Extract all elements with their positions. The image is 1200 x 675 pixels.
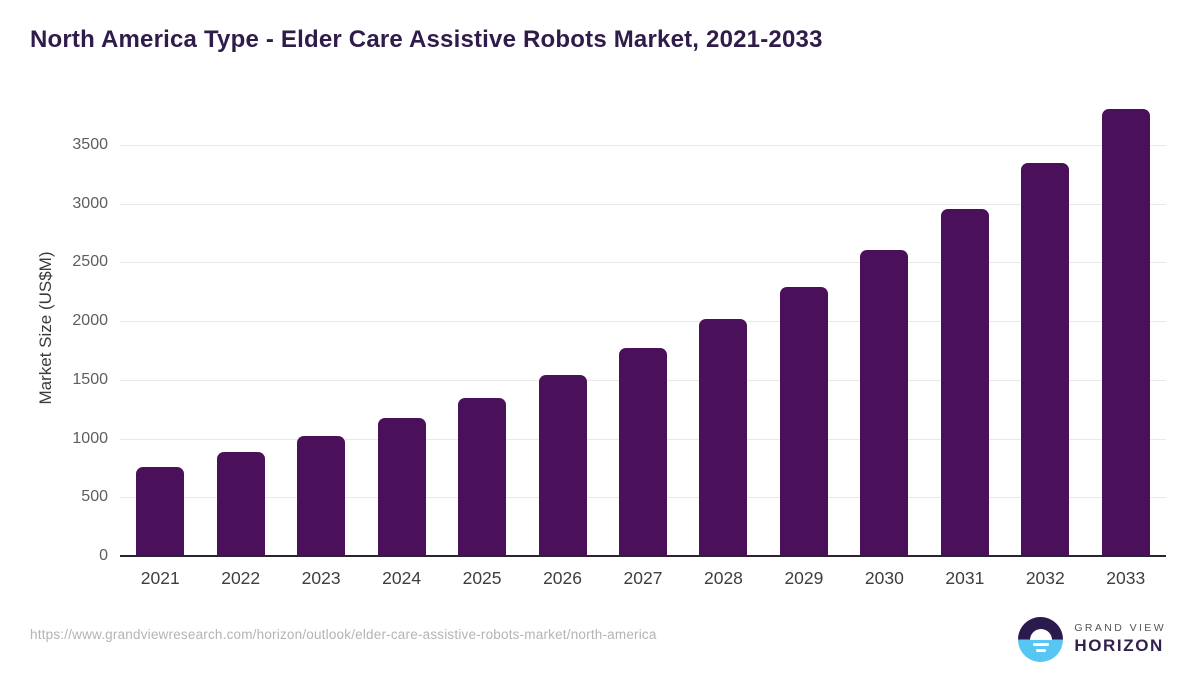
grand-view-horizon-logo: GRAND VIEW HORIZON [1018, 617, 1166, 662]
bar-2028 [699, 318, 748, 555]
x-tick-label-2029: 2029 [784, 568, 824, 588]
sun-dome-shape [1029, 628, 1052, 640]
bar-2032 [1021, 162, 1070, 555]
bar-2021 [136, 466, 185, 555]
bar-2026 [538, 374, 587, 555]
bar-2025 [458, 398, 507, 555]
y-tick-label-2500: 2500 [72, 253, 108, 271]
bar-2024 [377, 418, 426, 555]
bar-2027 [619, 348, 667, 555]
bar-2023 [297, 436, 346, 555]
y-tick-label-0: 0 [99, 547, 108, 564]
logo-product-name: HORIZON [1074, 636, 1164, 656]
horizon-sunrise-icon [1018, 617, 1064, 662]
gridline-2000 [120, 321, 1166, 323]
x-tick-label-2022: 2022 [221, 568, 261, 588]
x-tick-label-2030: 2030 [864, 568, 904, 588]
logo-text: GRAND VIEW HORIZON [1074, 622, 1166, 656]
page-title: North America Type - Elder Care Assistiv… [30, 26, 823, 53]
y-tick-label-500: 500 [81, 488, 108, 506]
sun-reflection-line [1035, 649, 1046, 652]
y-tick-label-3500: 3500 [72, 136, 108, 153]
sun-reflection-line [1032, 643, 1049, 646]
source-url: https://www.grandviewresearch.com/horizo… [30, 627, 657, 642]
plot-area [120, 100, 1166, 557]
gridline-3500 [120, 145, 1166, 146]
x-tick-label-2021: 2021 [140, 568, 180, 588]
gridline-2500 [120, 262, 1166, 264]
y-tick-label-1000: 1000 [72, 429, 108, 447]
bar-2029 [779, 287, 828, 555]
x-tick-label-2031: 2031 [945, 568, 985, 588]
y-tick-label-1500: 1500 [72, 370, 108, 388]
x-axis-line [120, 555, 1166, 557]
x-tick-label-2025: 2025 [462, 568, 502, 588]
bar-2022 [216, 452, 265, 555]
x-tick-label-2032: 2032 [1025, 568, 1065, 588]
x-tick-label-2027: 2027 [623, 568, 663, 588]
x-tick-label-2033: 2033 [1106, 568, 1146, 588]
x-tick-label-2026: 2026 [543, 568, 582, 588]
gridline-3000 [120, 203, 1166, 205]
bar-2031 [940, 208, 989, 555]
logo-brand-name: GRAND VIEW [1074, 622, 1166, 635]
bar-2033 [1101, 108, 1150, 555]
x-tick-label-2023: 2023 [301, 568, 341, 588]
y-tick-label-2000: 2000 [72, 312, 108, 330]
bar-2030 [860, 249, 909, 555]
x-tick-label-2024: 2024 [382, 568, 422, 588]
x-tick-label-2028: 2028 [703, 568, 743, 588]
y-tick-label-3000: 3000 [72, 194, 108, 212]
